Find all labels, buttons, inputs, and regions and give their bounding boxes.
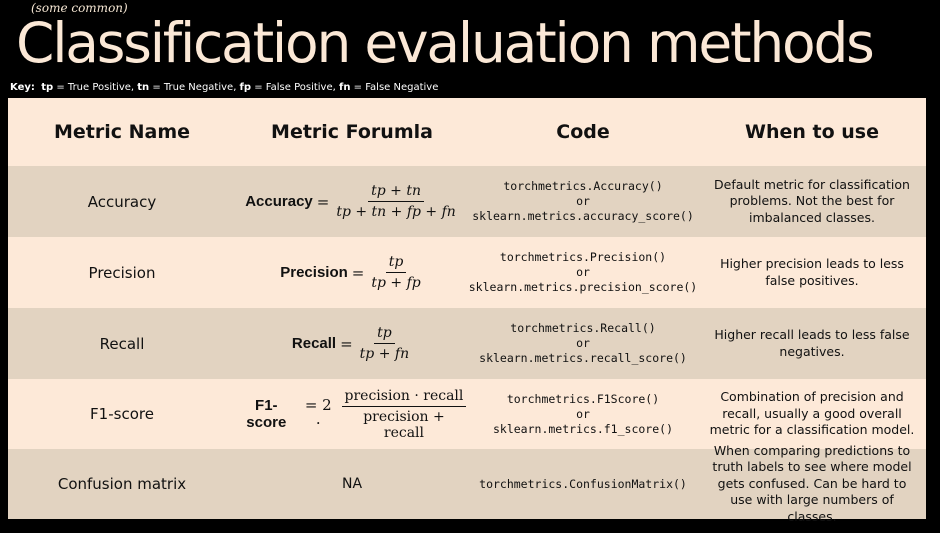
code-torchmetrics: torchmetrics.Accuracy() [503,179,663,193]
formula-numerator: tp [385,254,407,273]
key-fn-def: = False Negative [350,82,439,93]
formula-fraction: tp tp + fn [357,325,412,362]
formula-denominator: tp + fp [371,275,421,291]
metric-when-to-use: Default metric for classification proble… [714,176,910,225]
key-tn-def: = True Negative, [149,82,240,93]
formula-label: Accuracy [245,193,313,210]
code-sklearn: sklearn.metrics.f1_score() [492,421,673,436]
formula-equals: = [351,263,365,282]
key-label: Key: [10,82,35,93]
key-tp-def: = True Positive, [53,82,138,93]
page-title: Classification evaluation methods [16,11,875,75]
key-legend: Key: tp = True Positive, tn = True Negat… [10,81,438,95]
code-torchmetrics: torchmetrics.ConfusionMatrix() [479,476,687,491]
metric-when-to-use: Higher recall leads to less false negati… [714,327,910,359]
metrics-table: Metric Name Metric Forumla Code When to … [8,98,926,524]
table-row: Accuracy Accuracy = tp + tn tp + tn + fp… [8,166,926,237]
formula-fraction: tp tp + fp [368,254,423,291]
table-row: Confusion matrix NA torchmetrics.Confusi… [8,442,926,524]
formula-numerator: tp + tn [368,183,424,202]
metric-name: Precision [88,263,156,282]
formula-label: Precision [280,264,348,281]
header-metric-name: Metric Name [53,121,191,143]
formula-numerator: tp [374,325,395,344]
code-torchmetrics: torchmetrics.F1Score() [506,391,660,406]
table-row: Precision Precision = tp tp + fp torchme… [8,237,926,308]
metric-formula: Recall = tp tp + fn [236,308,468,379]
metric-name: Recall [99,334,145,353]
metric-when-to-use: When comparing predictions to truth labe… [712,442,912,524]
code-sklearn: sklearn.metrics.precision_score() [468,280,698,294]
formula-numerator: precision · recall [341,388,467,407]
table-row: Recall Recall = tp tp + fn torchmetrics.… [8,308,926,379]
formula-denominator: tp + tn + fp + fn [336,204,456,220]
code-sklearn: sklearn.metrics.recall_score() [479,351,687,365]
metric-code: torchmetrics.Recall() or sklearn.metrics… [468,308,698,379]
key-tn: tn [137,82,150,93]
header-metric-formula: Metric Forumla [271,121,433,143]
table-header-row: Metric Name Metric Forumla Code When to … [8,98,926,166]
table-row: F1-score F1-score = 2 · precision · reca… [8,379,926,449]
metric-formula: NA [341,476,363,492]
metric-formula: Accuracy = tp + tn tp + tn + fp + fn [236,166,468,237]
formula-equals: = 2 · [304,396,332,432]
metric-code: torchmetrics.F1Score() or sklearn.metric… [468,379,698,449]
metric-when-to-use: Higher precision leads to less false pos… [720,256,904,288]
code-or: or [576,406,590,421]
subtitle: (some common) [31,1,128,15]
metric-name: Confusion matrix [57,475,187,493]
code-or: or [576,336,590,350]
formula-label: Recall [291,335,337,352]
formula-equals: = [340,334,353,353]
code-or: or [576,265,590,279]
code-torchmetrics: torchmetrics.Recall() [510,321,656,335]
key-fn: fn [339,82,351,93]
metric-name: Accuracy [87,192,157,211]
code-sklearn: sklearn.metrics.accuracy_score() [472,209,694,223]
formula-fraction: tp + tn tp + tn + fp + fn [333,183,458,220]
formula-denominator: precision + recall [363,408,445,441]
key-fp-def: = False Positive, [251,82,339,93]
key-tp: tp [41,82,54,93]
metric-code: torchmetrics.Precision() or sklearn.metr… [468,237,698,308]
key-fp: fp [239,82,252,93]
metric-name: F1-score [90,405,154,423]
formula-denominator: tp + fn [359,346,410,362]
header-when-to-use: When to use [745,121,879,143]
metric-formula: Precision = tp tp + fp [236,237,468,308]
formula-label: F1-score [246,397,287,431]
code-torchmetrics: torchmetrics.Precision() [499,250,667,264]
formula-equals: = [316,192,330,211]
formula-fraction: precision · recall precision + recall [340,388,468,441]
header-code: Code [556,121,610,143]
metric-code: torchmetrics.Accuracy() or sklearn.metri… [468,166,698,237]
metric-when-to-use: Combination of precision and recall, usu… [709,389,915,438]
code-or: or [576,194,590,208]
metric-formula: F1-score = 2 · precision · recall precis… [236,379,468,449]
metric-code: torchmetrics.ConfusionMatrix() [468,449,698,519]
